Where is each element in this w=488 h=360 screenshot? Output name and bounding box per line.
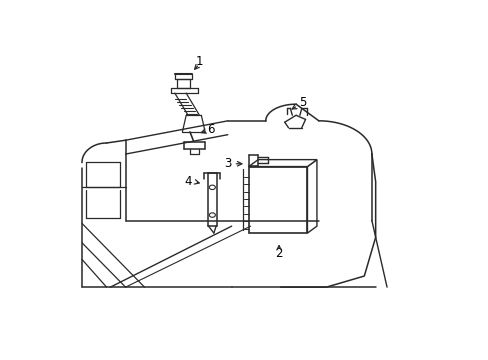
Polygon shape bbox=[307, 159, 316, 233]
Text: 3: 3 bbox=[224, 157, 231, 170]
Text: 5: 5 bbox=[299, 96, 306, 109]
Polygon shape bbox=[248, 159, 316, 167]
Polygon shape bbox=[248, 167, 307, 233]
Text: 4: 4 bbox=[184, 175, 191, 188]
Text: 2: 2 bbox=[275, 247, 282, 260]
Text: 1: 1 bbox=[195, 55, 203, 68]
Text: 6: 6 bbox=[206, 123, 214, 136]
